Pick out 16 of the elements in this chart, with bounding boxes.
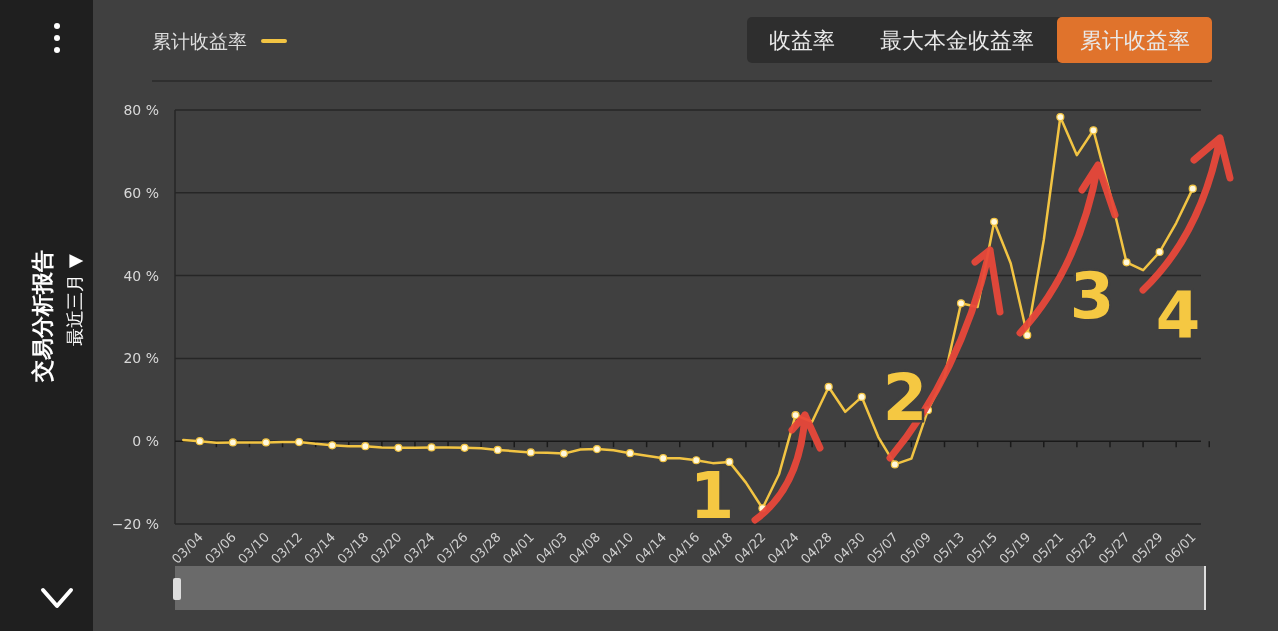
annotation: 1 (689, 459, 735, 533)
text: 最大本金收益率 (879, 28, 1034, 53)
annotation: 2 (882, 361, 928, 435)
y-tick-label: −20 % (111, 516, 159, 532)
y-tick-label: 20 % (123, 350, 159, 367)
y-tick-label: 40 % (123, 267, 159, 284)
text: 交易分析报告 (30, 250, 55, 383)
annotation: 4 (1155, 279, 1201, 353)
y-tick-label: 60 % (123, 184, 159, 201)
legend-label: 累计收益率 (152, 30, 247, 52)
text: 收益率 (768, 28, 835, 53)
text: 最近三月 ▼ (64, 254, 85, 346)
annotation: 3 (1069, 259, 1115, 333)
text: 累计收益率 (1079, 28, 1190, 53)
y-tick-label: 80 % (123, 102, 159, 118)
y-tick-label: 0 % (132, 433, 159, 450)
